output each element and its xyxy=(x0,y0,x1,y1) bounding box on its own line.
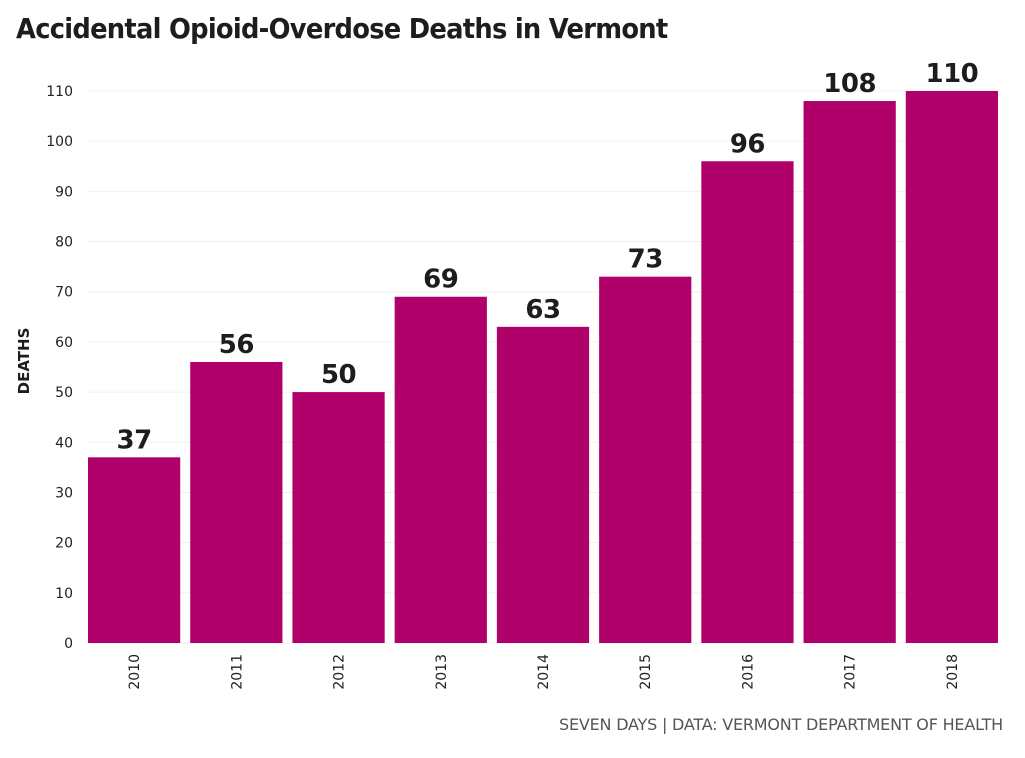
bar-2013 xyxy=(394,296,487,643)
x-tick-label-2011: 2011 xyxy=(229,654,245,690)
bar-2016 xyxy=(701,161,794,643)
data-label-2014: 63 xyxy=(525,295,560,325)
data-label-2017: 108 xyxy=(823,69,876,99)
bars xyxy=(88,91,998,643)
y-tick-label: 0 xyxy=(64,636,73,652)
data-label-2016: 96 xyxy=(730,129,765,159)
bar-2018 xyxy=(905,91,998,643)
y-tick-label: 80 xyxy=(55,235,73,251)
y-axis-ticks: 0 10 20 30 40 50 60 70 80 90 100 110 xyxy=(46,84,73,652)
data-label-2015: 73 xyxy=(628,245,663,275)
x-tick-label-2018: 2018 xyxy=(945,654,961,690)
y-tick-label: 30 xyxy=(55,485,73,501)
y-tick-label: 50 xyxy=(55,385,73,401)
chart-title: Accidental Opioid-Overdose Deaths in Ver… xyxy=(16,12,668,45)
data-label-2018: 110 xyxy=(925,59,978,89)
x-tick-label-2016: 2016 xyxy=(740,654,756,690)
x-tick-label-2012: 2012 xyxy=(332,654,348,690)
data-labels: 37 56 50 69 63 73 96 108 110 xyxy=(117,59,979,455)
bar-2012 xyxy=(292,392,385,643)
x-tick-label-2013: 2013 xyxy=(434,654,450,690)
data-label-2012: 50 xyxy=(321,360,356,390)
source-credit: SEVEN DAYS | DATA: VERMONT DEPARTMENT OF… xyxy=(559,715,1003,734)
x-axis-ticks: 2010 2011 2012 2013 2014 2015 2016 2017 2018 xyxy=(127,654,961,690)
bar-2017 xyxy=(803,101,896,643)
x-tick-label-2015: 2015 xyxy=(638,654,654,690)
y-tick-label: 60 xyxy=(55,335,73,351)
x-tick-label-2017: 2017 xyxy=(843,654,859,690)
data-label-2011: 56 xyxy=(219,330,254,360)
y-tick-label: 100 xyxy=(46,134,73,150)
y-tick-label: 20 xyxy=(55,536,73,552)
data-label-2010: 37 xyxy=(117,425,152,455)
bar-2010 xyxy=(88,457,181,643)
y-axis-title: DEATHS xyxy=(15,328,33,395)
y-tick-label: 40 xyxy=(55,435,73,451)
y-tick-label: 70 xyxy=(55,285,73,301)
bar-2014 xyxy=(496,326,590,643)
data-label-2013: 69 xyxy=(423,265,458,295)
y-tick-label: 10 xyxy=(55,586,73,602)
x-tick-label-2014: 2014 xyxy=(536,654,552,690)
x-tick-label-2010: 2010 xyxy=(127,654,143,690)
bar-2015 xyxy=(599,276,692,643)
bar-2011 xyxy=(190,361,283,643)
y-tick-label: 110 xyxy=(46,84,73,100)
y-tick-label: 90 xyxy=(55,184,73,200)
